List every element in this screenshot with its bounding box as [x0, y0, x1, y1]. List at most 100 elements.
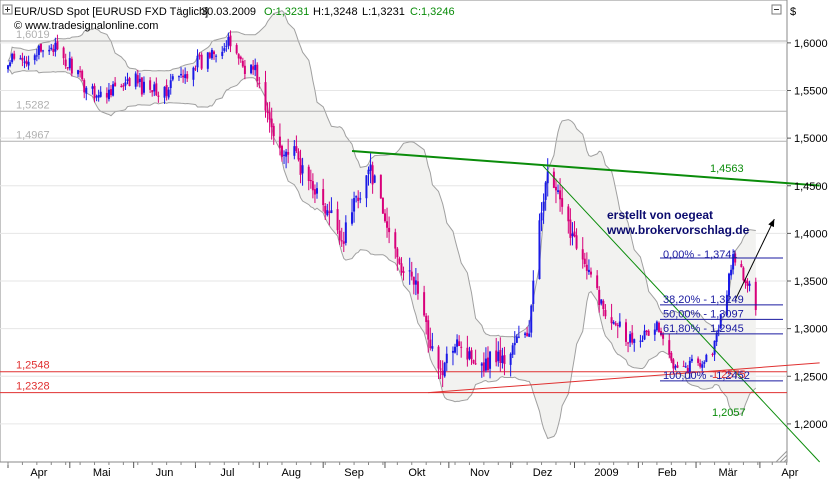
candle-body [373, 175, 376, 183]
candle-body [482, 362, 485, 372]
candle-body [746, 281, 749, 286]
candle-body [596, 275, 599, 289]
candle-body [643, 330, 646, 340]
candle-body [587, 269, 590, 273]
candle-body [517, 336, 520, 338]
x-tick-label: Okt [408, 467, 425, 479]
candle-body [336, 209, 339, 231]
candle-body [612, 322, 615, 324]
candle-body [62, 47, 65, 59]
candle-body [466, 347, 469, 360]
candle-body [243, 65, 246, 74]
candle-body [713, 340, 716, 355]
candle-body [266, 110, 269, 113]
candle-body [631, 332, 634, 343]
candle-body [95, 96, 98, 98]
candle-body [400, 263, 403, 273]
candle-body [192, 67, 195, 80]
candle-body [122, 85, 125, 87]
candle-body [241, 60, 244, 67]
candle-body [365, 175, 368, 199]
candle-body [676, 365, 679, 368]
candle-body [157, 95, 160, 97]
fib-label: 38,20% - 1,3249 [663, 294, 744, 306]
candle-body [301, 165, 304, 174]
candle-body [252, 66, 255, 70]
candle-body [697, 358, 700, 363]
candle-body [486, 357, 489, 371]
candle-body [200, 54, 203, 69]
candle-body [33, 55, 36, 61]
candle-body [559, 190, 562, 200]
candle-body [532, 280, 535, 304]
candle-body [21, 57, 24, 61]
candle-body [213, 51, 215, 55]
candle-body [443, 362, 446, 377]
candle-body [250, 64, 253, 74]
candle-body [196, 55, 199, 68]
candle-body [268, 112, 271, 120]
resize-grip-icon[interactable] [775, 450, 788, 463]
candle-body [210, 49, 213, 59]
candle-body [728, 273, 730, 296]
candle-body [50, 47, 53, 50]
settings-icon[interactable] [771, 4, 782, 15]
candle-body [456, 339, 459, 347]
candle-body [353, 198, 356, 212]
candle-body [598, 289, 601, 306]
candle-body [182, 75, 185, 78]
candle-body [703, 362, 706, 364]
y-tick-label: 1,2000 [794, 419, 828, 431]
candle-body [136, 75, 139, 84]
candle-body [655, 321, 658, 331]
candle-body [705, 354, 708, 362]
x-tick-label: Feb [658, 467, 677, 479]
candle-body [338, 230, 341, 241]
candle-body [107, 89, 110, 100]
level-label: 1,2548 [16, 360, 50, 372]
down-trend-line [541, 163, 821, 463]
candle-body [645, 330, 648, 332]
author-annotation: erstellt von oegeat www.brokervorschlag.… [606, 208, 750, 237]
bollinger-upper [7, 10, 756, 339]
candle-body [42, 50, 45, 52]
candle-body [165, 85, 168, 96]
chart-header: EUR/USD Spot [EURUSD FXD Täglich] 30.03.… [14, 6, 455, 32]
candle-body [227, 37, 230, 46]
candle-body [602, 300, 605, 310]
candle-body [256, 64, 259, 81]
y-tick-label: 1,6000 [794, 38, 828, 50]
candle-body [425, 315, 428, 323]
candle-body [668, 340, 671, 355]
candle-body [427, 320, 430, 340]
candle-body [37, 45, 40, 55]
candle-body [326, 210, 329, 216]
candle-body [258, 82, 261, 84]
candle-body [167, 89, 170, 98]
candle-body [627, 342, 630, 344]
header-high: H:1,3248 [313, 6, 358, 18]
candle-body [480, 363, 483, 366]
candle-body [126, 79, 129, 81]
candle-body [342, 241, 345, 244]
candle-body [526, 332, 529, 337]
candle-body [388, 227, 391, 233]
candle-body [398, 258, 401, 264]
expand-icon[interactable] [2, 4, 13, 15]
candle-body [223, 48, 226, 51]
support-label: 1,2575 [712, 369, 746, 381]
candle-body [662, 334, 665, 339]
candle-body [225, 45, 228, 47]
candle-body [647, 330, 650, 336]
candle-body [509, 353, 512, 365]
candle-body [544, 182, 547, 200]
candle-body [416, 281, 419, 294]
candle-body [52, 48, 55, 53]
candle-body [573, 231, 576, 237]
down-trend-label: 1,2057 [712, 407, 746, 419]
candle-body [328, 211, 331, 213]
x-tick-label: Aug [281, 467, 301, 479]
candle-body [730, 269, 733, 276]
candle-body [585, 264, 588, 271]
